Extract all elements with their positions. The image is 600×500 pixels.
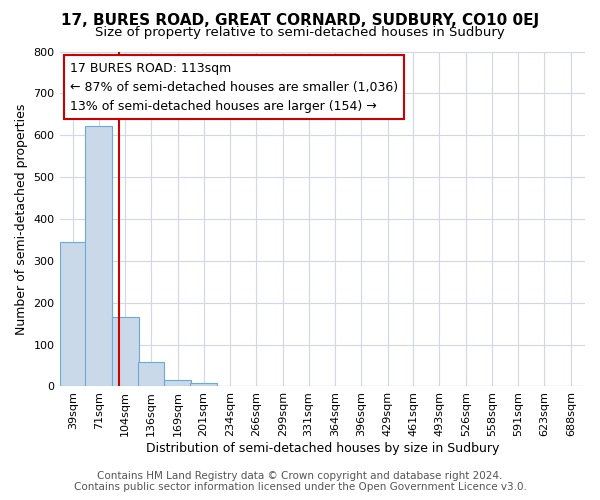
Bar (85, 126, 112, 386)
Bar (59, 242, 86, 386)
Y-axis label: Number of semi-detached properties: Number of semi-detached properties (15, 104, 28, 334)
Bar (112, 318, 139, 386)
Text: Contains HM Land Registry data © Crown copyright and database right 2024.
Contai: Contains HM Land Registry data © Crown c… (74, 471, 526, 492)
Bar (190, 383, 217, 386)
X-axis label: Distribution of semi-detached houses by size in Sudbury: Distribution of semi-detached houses by … (146, 442, 499, 455)
Text: Size of property relative to semi-detached houses in Sudbury: Size of property relative to semi-detach… (95, 26, 505, 39)
Bar (138, 362, 164, 386)
Text: 17 BURES ROAD: 113sqm
← 87% of semi-detached houses are smaller (1,036)
13% of s: 17 BURES ROAD: 113sqm ← 87% of semi-deta… (70, 62, 398, 112)
Bar (164, 380, 191, 386)
Text: 17, BURES ROAD, GREAT CORNARD, SUDBURY, CO10 0EJ: 17, BURES ROAD, GREAT CORNARD, SUDBURY, … (61, 12, 539, 28)
